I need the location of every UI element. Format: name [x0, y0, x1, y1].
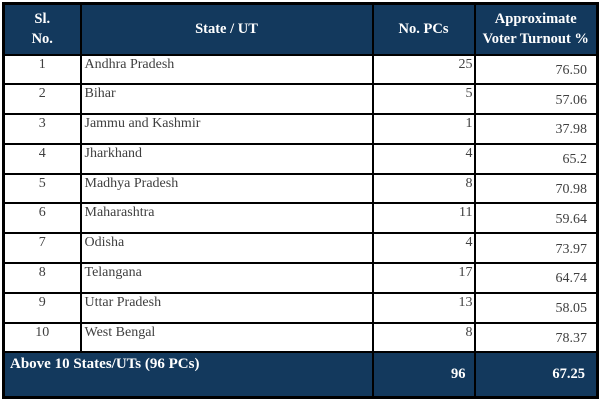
cell-state: Maharashtra [79, 202, 374, 235]
cell-turnout: 70.98 [473, 172, 599, 205]
cell-state: Jammu and Kashmir [79, 113, 374, 145]
cell-state: Bihar [79, 83, 374, 116]
table-row: 6 Maharashtra 11 59.64 [2, 202, 599, 235]
voter-turnout-table: Sl. No. State / UT No. PCs Approximate V… [2, 2, 599, 399]
table-row: 2 Bihar 5 57.06 [2, 83, 599, 116]
cell-no-pcs: 8 [371, 172, 476, 205]
header-row: Sl. No. State / UT No. PCs Approximate V… [2, 2, 599, 56]
table-row: 10 West Bengal 8 78.37 [2, 321, 599, 354]
cell-no-pcs: 8 [371, 321, 476, 354]
header-sl-no: Sl. No. [2, 2, 82, 56]
total-turnout: 67.25 [473, 351, 599, 399]
cell-sl-no: 5 [2, 172, 82, 205]
cell-no-pcs: 11 [371, 202, 476, 235]
cell-no-pcs: 4 [371, 142, 476, 175]
cell-state: Madhya Pradesh [79, 172, 374, 205]
cell-state: Odisha [79, 232, 374, 265]
cell-state: Telangana [79, 262, 374, 294]
cell-no-pcs: 1 [371, 113, 476, 145]
table-row: 8 Telangana 17 64.74 [2, 262, 599, 294]
cell-no-pcs: 5 [371, 83, 476, 116]
cell-turnout: 73.97 [473, 232, 599, 265]
cell-turnout: 58.05 [473, 291, 599, 324]
cell-turnout: 64.74 [473, 262, 599, 294]
cell-sl-no: 9 [2, 291, 82, 324]
cell-sl-no: 7 [2, 232, 82, 265]
table-row: 7 Odisha 4 73.97 [2, 232, 599, 265]
table-row: 3 Jammu and Kashmir 1 37.98 [2, 113, 599, 145]
cell-no-pcs: 4 [371, 232, 476, 265]
cell-turnout: 76.50 [473, 53, 599, 86]
table-row: 5 Madhya Pradesh 8 70.98 [2, 172, 599, 205]
cell-state: Jharkhand [79, 142, 374, 175]
cell-state: Uttar Pradesh [79, 291, 374, 324]
cell-turnout: 59.64 [473, 202, 599, 235]
cell-turnout: 65.2 [473, 142, 599, 175]
total-no-pcs: 96 [371, 351, 476, 399]
cell-sl-no: 8 [2, 262, 82, 294]
total-row: Above 10 States/UTs (96 PCs) 96 67.25 [2, 351, 599, 399]
cell-sl-no: 10 [2, 321, 82, 354]
cell-no-pcs: 25 [371, 53, 476, 86]
cell-no-pcs: 13 [371, 291, 476, 324]
cell-no-pcs: 17 [371, 262, 476, 294]
cell-state: West Bengal [79, 321, 374, 354]
cell-turnout: 78.37 [473, 321, 599, 354]
total-label: Above 10 States/UTs (96 PCs) [2, 351, 374, 399]
cell-sl-no: 6 [2, 202, 82, 235]
table-row: 4 Jharkhand 4 65.2 [2, 142, 599, 175]
cell-sl-no: 1 [2, 53, 82, 86]
table-row: 1 Andhra Pradesh 25 76.50 [2, 53, 599, 86]
cell-state: Andhra Pradesh [79, 53, 374, 86]
cell-sl-no: 4 [2, 142, 82, 175]
header-state-ut: State / UT [79, 2, 374, 56]
cell-turnout: 57.06 [473, 83, 599, 116]
cell-sl-no: 3 [2, 113, 82, 145]
cell-turnout: 37.98 [473, 113, 599, 145]
table-row: 9 Uttar Pradesh 13 58.05 [2, 291, 599, 324]
cell-sl-no: 2 [2, 83, 82, 116]
header-voter-turnout: Approximate Voter Turnout % [473, 2, 599, 56]
header-no-pcs: No. PCs [371, 2, 476, 56]
